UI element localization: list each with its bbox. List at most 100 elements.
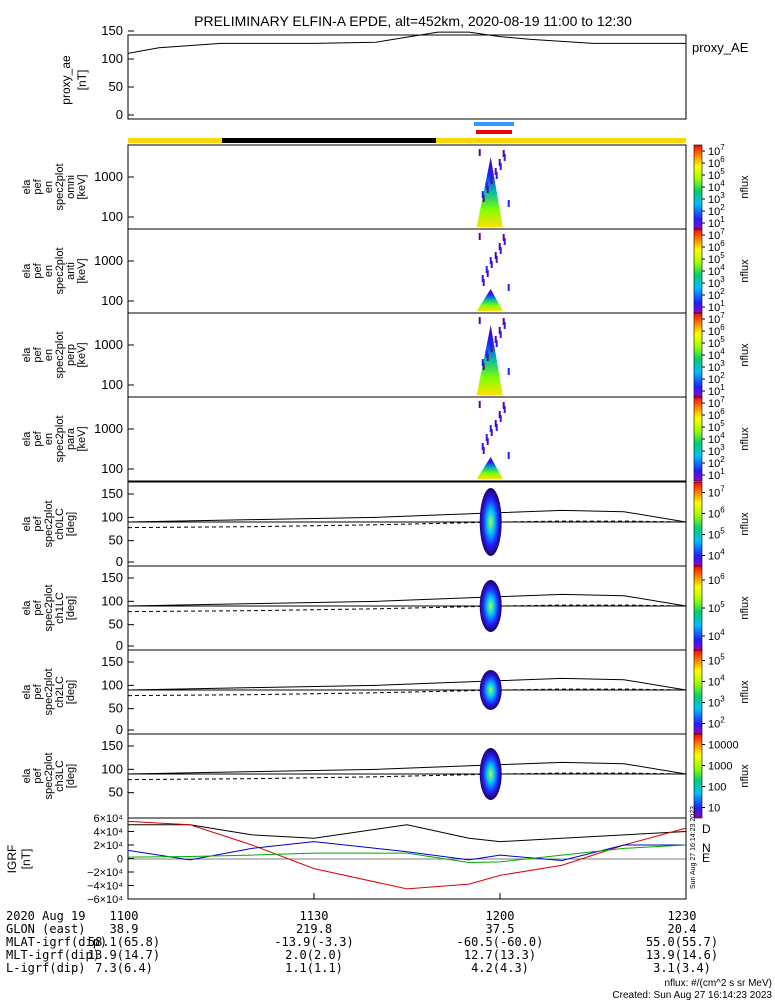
lc-upper-line [127,593,687,607]
ytick-ch0LC: 50 [109,533,123,548]
colorbar-omni [693,144,703,230]
ephem-cell: 12.7(13.3) [464,948,536,962]
ylabel-anti: spec2plot [54,247,66,294]
panel-ch3LC: 150 100 50 ela pef spec2plot ch3LC [deg] 10000 10… [21,733,751,819]
ylabel-ch3LC: [deg] [65,764,77,788]
ytick-perp: 1000 [94,337,123,352]
ylabel-perp: en [43,349,55,361]
ytick-para: 1000 [94,421,123,436]
ylabel-anti: ela [21,263,33,279]
cb-tick-ch3LC: 1000 [708,761,732,773]
igrf-n-line [127,841,686,862]
ytick-omni: 100 [101,209,123,224]
ephemeris-table: 2020 Aug 19 GLON (east) MLAT-igrf(dip) M… [6,909,718,975]
ylabel-ch3LC: pef [32,767,44,783]
ephem-row-label-mlt: MLT-igrf(dip) [6,948,100,962]
ylabel-ch1LC: spec2plot [43,584,55,631]
units-note: nflux: #/(cm^2 s sr MeV) [665,978,773,989]
ephem-cell: 219.8 [296,922,332,936]
proxy-ae-ytick: 150 [101,23,123,38]
ephem-cell: 7.3(6.4) [95,961,153,975]
igrf-legend-n: N [702,841,711,855]
ylabel-para: spec2plot [54,415,66,462]
ytick-ch1LC: 0 [116,638,123,653]
igrf-legend-e: E [702,851,710,865]
ephem-cell: 38.9 [110,922,139,936]
cb-tick-ch3LC: 10 [708,803,720,815]
cb-tick-ch1LC: 105 [708,600,725,615]
ytick-anti: 100 [101,293,123,308]
cb-title-omni: nflux [739,175,751,199]
igrf-ytick: 6×10⁴ [93,813,123,825]
cb-tick-ch0LC: 107 [708,485,725,500]
ylabel-anti: en [43,265,55,277]
colorbar-ch2LC [693,649,703,735]
ytick-ch2LC: 150 [101,654,123,669]
ylabel-ch2LC: ela [21,684,33,700]
cb-title-ch1LC: nflux [739,596,751,620]
igrf-ytick: −2×10⁴ [87,867,123,879]
ephem-cell: 55.0(55.7) [646,935,718,949]
ephem-cell: 13.9(14.7) [88,948,160,962]
orbit-indicator-bar [128,122,686,143]
ephem-row-label-mlat: MLAT-igrf(dip) [6,935,107,949]
ephem-cell: 1100 [110,909,139,923]
igrf-ylabel-1: IGRF [5,845,19,874]
cb-tick-ch2LC: 105 [708,653,725,668]
igrf-d-line [127,820,687,890]
pitch-blob-ch1LC [479,580,502,632]
ytick-ch1LC: 100 [101,593,123,608]
colorbar-ch3LC [693,733,703,819]
ytick-ch1LC: 150 [101,570,123,585]
ephem-cell: 1130 [300,909,329,923]
figure-title: PRELIMINARY ELFIN-A EPDE, alt=452km, 202… [194,13,632,29]
ephem-cell: 1.1(1.1) [285,961,343,975]
ytick-ch3LC: 100 [101,761,123,776]
ylabel-ch2LC: spec2plot [43,668,55,715]
ylabel-omni: spec2plot [54,163,66,210]
ytick-para: 100 [101,461,123,476]
ephem-cell: 13.9(14.6) [646,948,718,962]
igrf-total-line [128,824,687,843]
ephem-cell: 4.2(4.3) [471,961,529,975]
spectrum-perp [476,325,503,395]
cb-tick-ch2LC: 102 [708,716,725,731]
cb-title-perp: nflux [739,343,751,367]
colorbar-para [693,396,703,482]
ylabel-perp: perp [65,344,77,366]
colorbar-ch0LC [693,481,703,567]
cb-title-para: nflux [739,427,751,451]
ytick-anti: 1000 [94,253,123,268]
ylabel-ch3LC: ela [21,768,33,784]
cb-tick-ch0LC: 105 [708,527,725,542]
ylabel-ch0LC: ch0LC [54,508,66,540]
ytick-ch3LC: 150 [101,738,123,753]
ephem-row-label-l: L-igrf(dip) [6,961,85,975]
cb-title-ch3LC: nflux [739,764,751,788]
ytick-ch2LC: 50 [109,701,123,716]
proxy-ae-line [127,31,686,54]
ytick-ch3LC: 50 [109,785,123,800]
spectrum-omni [476,157,503,227]
ylabel-para: en [43,433,55,445]
lc-upper-line [127,677,687,691]
ylabel-ch1LC: ela [21,600,33,616]
ylabel-omni: en [43,181,55,193]
ylabel-ch2LC: [deg] [65,680,77,704]
side-created-stamp: Sun Aug 27 16:14:23 2023 [690,806,697,889]
ylabel-anti: anti [65,262,77,280]
ephem-cell: 1230 [668,909,697,923]
cb-tick-ch0LC: 104 [708,548,725,563]
ylabel-ch0LC: [deg] [65,512,77,536]
ephem-cell: -60.5(-60.0) [457,935,544,949]
igrf-e-line [127,844,687,864]
ephem-cell: 2.0(2.0) [285,948,343,962]
cb-tick-ch0LC: 106 [708,506,725,521]
colorbar-ch1LC [693,565,703,651]
pitch-blob-ch0LC [479,488,502,556]
